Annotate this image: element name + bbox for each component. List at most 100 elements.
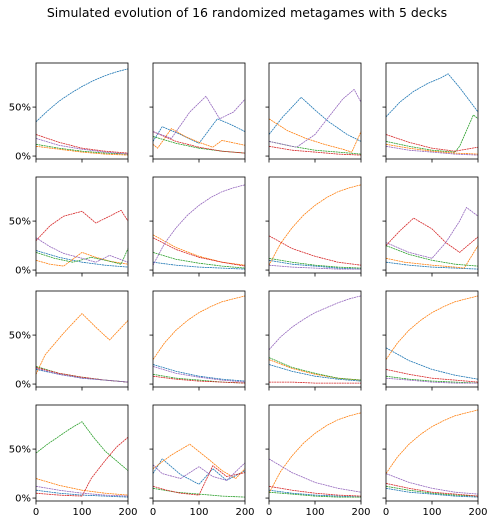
- axes-frame: [35, 62, 129, 160]
- series-line-5: [35, 237, 129, 263]
- series-line-3: [35, 143, 129, 155]
- subplot-2-1: 0% 50%: [9, 176, 129, 277]
- series-line-4: [35, 367, 129, 383]
- subplot-3-1: 0% 50%: [9, 290, 129, 391]
- series-line-2: [385, 409, 479, 474]
- series-line-4: [268, 145, 362, 156]
- series-line-2: [268, 118, 362, 153]
- series-line-5: [35, 368, 129, 383]
- series-line-2: [35, 251, 129, 267]
- series-line-2: [35, 478, 129, 496]
- series-line-1: [152, 118, 246, 144]
- series-line-5: [385, 145, 479, 156]
- y-tick-label: 50%: [9, 445, 31, 456]
- y-tick-label: 0%: [15, 494, 31, 505]
- axes-frame: [268, 404, 362, 502]
- chart-title: Simulated evolution of 16 randomized met…: [46, 5, 448, 20]
- series-line-4: [385, 134, 479, 152]
- y-tick-label: 50%: [9, 103, 31, 114]
- x-tick-label: 100: [422, 507, 441, 518]
- series-line-2: [35, 145, 129, 156]
- series-line-2: [35, 313, 129, 375]
- x-tick-label: 0: [383, 507, 389, 518]
- axes-frame: [152, 62, 246, 160]
- series-line-5: [35, 485, 129, 497]
- series-line-5: [152, 462, 246, 481]
- series-line-3: [268, 491, 361, 498]
- series-line-3: [35, 366, 129, 383]
- subplot-1-1: 0% 50%: [9, 62, 129, 163]
- series-line-2: [385, 295, 479, 360]
- series-line-1: [385, 261, 479, 270]
- subplot-4-1: 0 100 200 0% 50%: [9, 404, 138, 518]
- subplot-1-2: [149, 62, 246, 163]
- x-tick-label: 200: [351, 507, 370, 518]
- series-line-3: [152, 252, 246, 269]
- series-line-2: [152, 234, 246, 266]
- series-line-4: [35, 436, 129, 497]
- series-line-4: [269, 381, 361, 384]
- series-line-2: [152, 295, 246, 360]
- series-line-1: [385, 73, 479, 118]
- x-tick-label: 200: [468, 507, 487, 518]
- series-line-2: [385, 143, 479, 155]
- series-line-3: [152, 373, 246, 384]
- subplot-2-3: [265, 176, 362, 277]
- x-tick-label: 0: [150, 507, 156, 518]
- series-line-3: [268, 357, 362, 381]
- series-line-1: [152, 458, 246, 485]
- series-line-2: [268, 359, 362, 381]
- subplot-2-2: [149, 176, 246, 277]
- series-line-1: [35, 489, 129, 498]
- axes-frame: [152, 290, 246, 388]
- series-line-4: [152, 375, 246, 384]
- series-line-5: [268, 89, 362, 148]
- series-line-5: [152, 184, 246, 266]
- series-line-4: [268, 235, 362, 266]
- series-line-3: [268, 257, 362, 269]
- subplot-4-2: 0 100 200: [149, 404, 255, 518]
- series-line-5: [152, 366, 246, 383]
- subplot-2-4: [382, 176, 479, 277]
- series-line-5: [35, 138, 129, 155]
- series-line-4: [385, 217, 479, 253]
- axes-frame: [268, 290, 362, 388]
- series-line-1: [152, 364, 246, 382]
- series-line-5: [152, 95, 246, 139]
- subplot-1-3: [265, 62, 362, 163]
- subplot-4-4: 0 100 200: [382, 404, 488, 518]
- series-line-5: [268, 295, 362, 351]
- subplot-4-3: 0 100 200: [265, 404, 371, 518]
- series-line-1: [268, 364, 362, 382]
- series-line-1: [385, 487, 479, 498]
- series-line-2: [152, 443, 246, 479]
- subplot-3-3: [265, 290, 362, 391]
- subplot-3-2: [149, 290, 246, 391]
- series-line-1: [268, 259, 362, 270]
- series-line-5: [385, 377, 478, 384]
- series-line-5: [268, 458, 362, 493]
- series-line-1: [385, 347, 479, 380]
- series-line-2: [152, 128, 246, 149]
- series-line-4: [152, 131, 246, 154]
- series-line-3: [35, 421, 129, 471]
- y-tick-label: 50%: [9, 217, 31, 228]
- series-line-1: [268, 489, 362, 498]
- subplot-1-4: [382, 62, 479, 163]
- x-tick-label: 100: [72, 507, 91, 518]
- x-tick-label: 100: [305, 507, 324, 518]
- series-line-2: [268, 412, 362, 494]
- axes-frame: [152, 176, 246, 274]
- subplot-3-4: [382, 290, 479, 391]
- y-tick-label: 0%: [15, 152, 31, 163]
- axes-frame: [268, 176, 362, 274]
- axes-frame: [35, 404, 129, 502]
- series-line-1: [35, 250, 129, 268]
- series-line-5: [268, 264, 361, 270]
- series-line-3: [35, 248, 129, 265]
- series-line-4: [385, 369, 479, 383]
- series-line-4: [268, 485, 362, 497]
- series-line-3: [152, 136, 246, 154]
- series-line-1: [268, 96, 362, 142]
